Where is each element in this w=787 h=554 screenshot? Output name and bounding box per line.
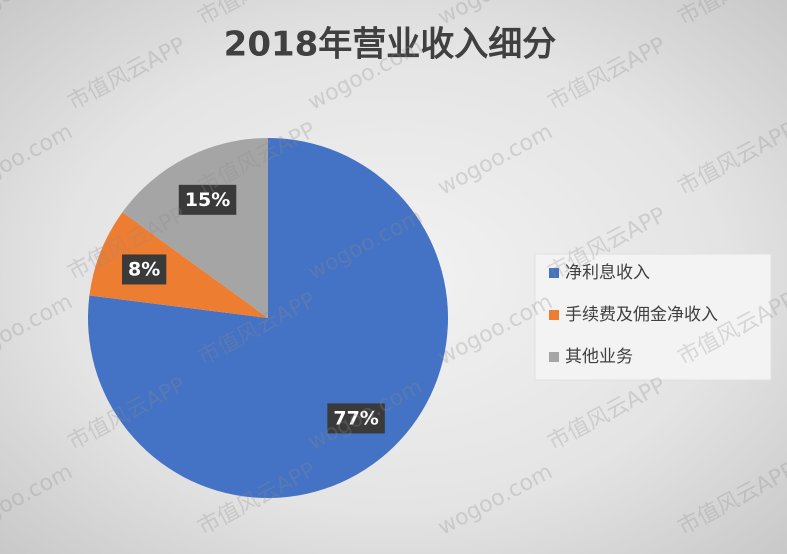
pie-slice (122, 138, 268, 318)
data-label: 15% (178, 184, 237, 215)
legend-marker (549, 310, 559, 320)
pie-slice (89, 212, 268, 318)
legend-box (534, 253, 772, 381)
data-label-text: 8% (128, 258, 160, 280)
chart-title: 2018年营业收入细分 (224, 25, 557, 65)
legend-label: 净利息收入 (565, 263, 650, 283)
data-labels: 77% 8% 15% (122, 184, 385, 434)
legend-marker (549, 352, 559, 362)
legend-label: 手续费及佣金净收入 (565, 305, 718, 325)
data-label: 8% (122, 254, 167, 285)
data-label-box (178, 184, 237, 215)
data-label-text: 15% (185, 189, 230, 211)
data-label-text: 77% (333, 407, 378, 429)
legend-label: 其他业务 (565, 347, 633, 367)
data-label: 77% (327, 403, 385, 434)
data-label-box (122, 254, 167, 285)
data-label-box (327, 403, 385, 434)
legend-marker (549, 268, 559, 278)
